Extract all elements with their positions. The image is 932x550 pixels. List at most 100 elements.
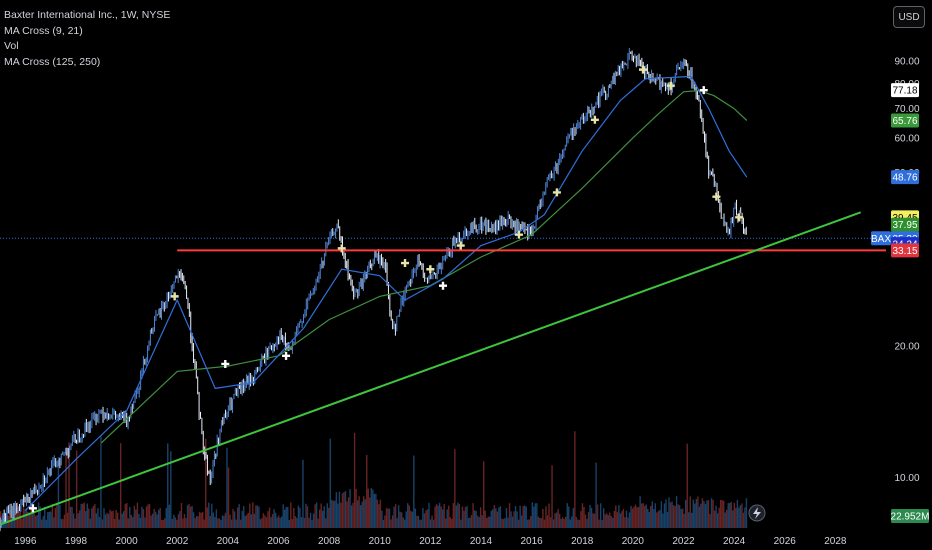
legend-ma-fast[interactable]: MA Cross (9, 21) (4, 24, 83, 37)
volume-bar (414, 508, 417, 528)
volume-bar (121, 513, 123, 528)
volume-bar (205, 438, 207, 528)
chart-legend: Baxter International Inc., 1W, NYSE MA C… (4, 8, 170, 70)
volume-bar (299, 507, 301, 528)
volume-bar (656, 512, 658, 528)
volume-bar (689, 496, 691, 528)
volume-bar (589, 504, 591, 528)
currency-button[interactable]: USD (893, 6, 925, 28)
volume-bar (653, 509, 655, 528)
volume-bar (83, 502, 85, 528)
volume-bar (92, 505, 95, 528)
bull-cross-marker (170, 292, 179, 301)
volume-bar (173, 514, 175, 528)
price-badge-label: 33.15 (892, 246, 917, 257)
legend-ma-slow[interactable]: MA Cross (125, 250) (4, 55, 101, 68)
volume-bar (276, 517, 278, 528)
volume-bar (548, 503, 550, 528)
y-tick-label: 90.00 (894, 57, 919, 68)
x-tick-label: 2006 (267, 536, 290, 547)
volume-bar (293, 508, 295, 528)
volume-bar (712, 499, 714, 528)
volume-bar (448, 505, 450, 528)
volume-bar (261, 517, 263, 528)
volume-bar (744, 507, 746, 528)
volume-bar (287, 506, 289, 528)
lightning-icon[interactable] (748, 504, 766, 522)
volume-bar (492, 509, 494, 528)
volume-bar (343, 491, 345, 528)
volume-bar (214, 516, 216, 528)
volume-bar (110, 511, 113, 528)
volume-bar (329, 438, 331, 528)
volume-bar (432, 519, 435, 528)
volume-bar (715, 505, 717, 528)
volume-bar (220, 519, 222, 528)
volume-bar (420, 519, 423, 528)
trendline[interactable] (0, 211, 862, 526)
volume-bar (373, 493, 376, 528)
volume-bar (683, 513, 685, 528)
volume-bar (21, 518, 23, 528)
volume-bar (247, 513, 249, 528)
volume-bar (745, 498, 748, 528)
volume-bar (284, 509, 286, 528)
volume-bar (703, 500, 705, 528)
volume-bar (387, 508, 389, 528)
volume-bar (356, 500, 359, 528)
volume-bar (435, 504, 438, 528)
volume-bar (490, 510, 492, 528)
volume-bar (624, 517, 626, 528)
volume-bar (578, 519, 581, 528)
bull-cross-marker (514, 230, 523, 239)
volume-bar (227, 467, 230, 528)
volume-bar (616, 512, 619, 528)
volume-bar (508, 503, 511, 528)
volume-bar (437, 505, 439, 528)
volume-bar (568, 506, 570, 528)
volume-bar (153, 508, 155, 528)
volume-bar (132, 517, 134, 528)
volume-bar (202, 511, 204, 528)
volume-bar (340, 502, 342, 528)
volume-bar (138, 513, 140, 528)
volume-bar (516, 511, 518, 528)
volume-bar (592, 513, 594, 528)
price-badge (891, 113, 919, 128)
volume-bar (115, 510, 117, 528)
volume-bar (142, 509, 145, 528)
volume-bar (606, 513, 608, 528)
volume-bar (191, 505, 193, 528)
volume-bar (59, 504, 61, 528)
volume-bar (363, 496, 365, 528)
volume-bar (557, 509, 559, 528)
price-badge (891, 217, 919, 232)
volume-bar (291, 518, 294, 528)
volume-bar (309, 512, 312, 528)
volume-bar (344, 491, 347, 528)
volume-bar (493, 505, 496, 528)
volume-bars (0, 431, 748, 528)
volume-bar (154, 511, 157, 528)
volume-bar (364, 499, 366, 528)
volume-bar (264, 515, 266, 528)
volume-bar (630, 505, 632, 528)
volume-bar (519, 505, 521, 528)
legend-vol[interactable]: Vol (4, 40, 19, 52)
volume-bar (400, 512, 403, 528)
volume-bar (321, 510, 324, 528)
price-badge-label: 37.95 (892, 220, 917, 231)
volume-bar (186, 505, 189, 528)
volume-bar (332, 500, 335, 528)
volume-bar (651, 501, 653, 528)
volume-bar (639, 496, 641, 528)
x-tick-label: 2012 (419, 536, 442, 547)
x-tick-label: 2026 (774, 536, 797, 547)
volume-bar (9, 509, 11, 528)
volume-bar (0, 511, 2, 528)
bull-cross-marker (638, 65, 647, 74)
volume-bar (671, 501, 673, 528)
volume-bar (543, 519, 546, 528)
volume-bar (660, 501, 663, 528)
